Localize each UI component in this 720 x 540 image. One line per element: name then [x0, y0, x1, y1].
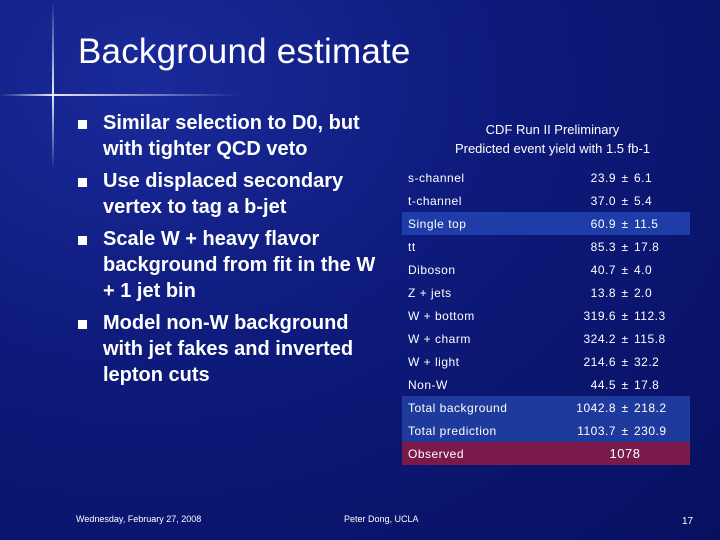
row-label: Single top — [402, 212, 560, 235]
table-row: Z + jets 13.8 ±2.0 — [402, 281, 690, 304]
row-error: 17.8 — [634, 377, 660, 392]
row-error: 5.4 — [634, 193, 653, 208]
row-label: W + charm — [408, 331, 471, 346]
row-error: 32.2 — [634, 354, 660, 369]
row-label: W + light — [408, 354, 460, 369]
footer-author: Peter Dong, UCLA — [344, 514, 419, 524]
table-row: Non-W 44.5 ±17.8 — [402, 373, 690, 396]
plus-minus-sign: ± — [621, 285, 629, 300]
row-value: 44.5 — [590, 377, 616, 392]
row-value: 214.6 — [583, 354, 616, 369]
table-row: tt 85.3 ±17.8 — [402, 235, 690, 258]
row-label: Z + jets — [408, 285, 452, 300]
row-error: 17.8 — [634, 239, 660, 254]
row-value: 1042.8 — [560, 396, 618, 419]
row-error: 11.5 — [632, 212, 690, 235]
table-row: Total background 1042.8 ±218.2 — [402, 396, 690, 419]
plus-minus-sign: ± — [621, 193, 629, 208]
bullet-text: Use displaced secondary vertex to tag a … — [103, 170, 344, 218]
footer-date: Wednesday, February 27, 2008 — [76, 514, 202, 524]
observed-label: Observed — [402, 442, 560, 465]
row-error: 2.0 — [634, 285, 653, 300]
square-bullet-icon — [78, 120, 87, 129]
square-bullet-icon — [78, 320, 87, 329]
row-label: tt — [408, 239, 416, 254]
square-bullet-icon — [78, 236, 87, 245]
row-value: 40.7 — [590, 262, 616, 277]
table-row: W + bottom 319.6 ±112.3 — [402, 304, 690, 327]
square-bullet-icon — [78, 178, 87, 187]
row-label: t-channel — [408, 193, 462, 208]
row-label: Total prediction — [402, 419, 560, 442]
caption-line-2: Predicted event yield with 1.5 fb-1 — [454, 141, 651, 156]
row-error: 4.0 — [634, 262, 653, 277]
plus-minus-sign: ± — [621, 239, 629, 254]
observed-row: Observed 1078 — [402, 442, 690, 465]
caption-line-1: CDF Run II Preliminary — [485, 122, 620, 137]
row-error: 230.9 — [632, 419, 690, 442]
row-error: 112.3 — [634, 308, 666, 323]
plus-minus-sign: ± — [621, 262, 629, 277]
table-row: Total prediction 1103.7 ±230.9 — [402, 419, 690, 442]
bullet-item: Scale W + heavy flavor background from f… — [78, 226, 378, 304]
row-error: 218.2 — [632, 396, 690, 419]
row-value: 37.0 — [590, 193, 616, 208]
plus-minus-sign: ± — [621, 308, 629, 323]
bullet-text: Model non-W background with jet fakes an… — [103, 312, 354, 386]
light-flare-horizontal — [0, 94, 240, 96]
plus-minus-sign: ± — [621, 377, 629, 392]
slide-title: Background estimate — [78, 32, 411, 71]
bullet-text: Scale W + heavy flavor background from f… — [103, 228, 376, 302]
row-label: Total background — [402, 396, 560, 419]
row-value: 23.9 — [590, 170, 616, 185]
table-caption: CDF Run II Preliminary Predicted event y… — [405, 120, 700, 158]
observed-value: 1078 — [560, 442, 690, 465]
table-row: t-channel 37.0 ±5.4 — [402, 189, 690, 212]
plus-minus-sign: ± — [618, 212, 632, 235]
row-error: 115.8 — [634, 331, 666, 346]
row-value: 319.6 — [583, 308, 616, 323]
row-value: 85.3 — [590, 239, 616, 254]
bullet-item: Similar selection to D0, but with tighte… — [78, 110, 378, 162]
table-row: s-channel 23.9 ±6.1 — [402, 166, 690, 189]
row-value: 324.2 — [583, 331, 616, 346]
light-flare-vertical — [52, 0, 54, 170]
bullet-list: Similar selection to D0, but with tighte… — [78, 110, 378, 394]
row-value: 13.8 — [590, 285, 616, 300]
plus-minus-sign: ± — [621, 170, 629, 185]
row-label: s-channel — [408, 170, 465, 185]
table-row: W + charm 324.2 ±115.8 — [402, 327, 690, 350]
table-row: W + light 214.6 ±32.2 — [402, 350, 690, 373]
row-label: W + bottom — [408, 308, 475, 323]
row-error: 6.1 — [634, 170, 653, 185]
row-label: Diboson — [408, 262, 456, 277]
plus-minus-sign: ± — [618, 419, 632, 442]
plus-minus-sign: ± — [618, 396, 632, 419]
row-value: 60.9 — [560, 212, 618, 235]
page-number: 17 — [682, 516, 694, 527]
bullet-item: Model non-W background with jet fakes an… — [78, 310, 378, 388]
yield-table: s-channel 23.9 ±6.1 t-channel 37.0 ±5.4 Single… — [402, 166, 690, 465]
bullet-text: Similar selection to D0, but with tighte… — [103, 112, 360, 160]
plus-minus-sign: ± — [621, 331, 629, 346]
row-label: Non-W — [408, 377, 448, 392]
plus-minus-sign: ± — [621, 354, 629, 369]
table-row: Single top 60.9 ±11.5 — [402, 212, 690, 235]
bullet-item: Use displaced secondary vertex to tag a … — [78, 168, 378, 220]
row-value: 1103.7 — [560, 419, 618, 442]
table-row: Diboson 40.7 ±4.0 — [402, 258, 690, 281]
